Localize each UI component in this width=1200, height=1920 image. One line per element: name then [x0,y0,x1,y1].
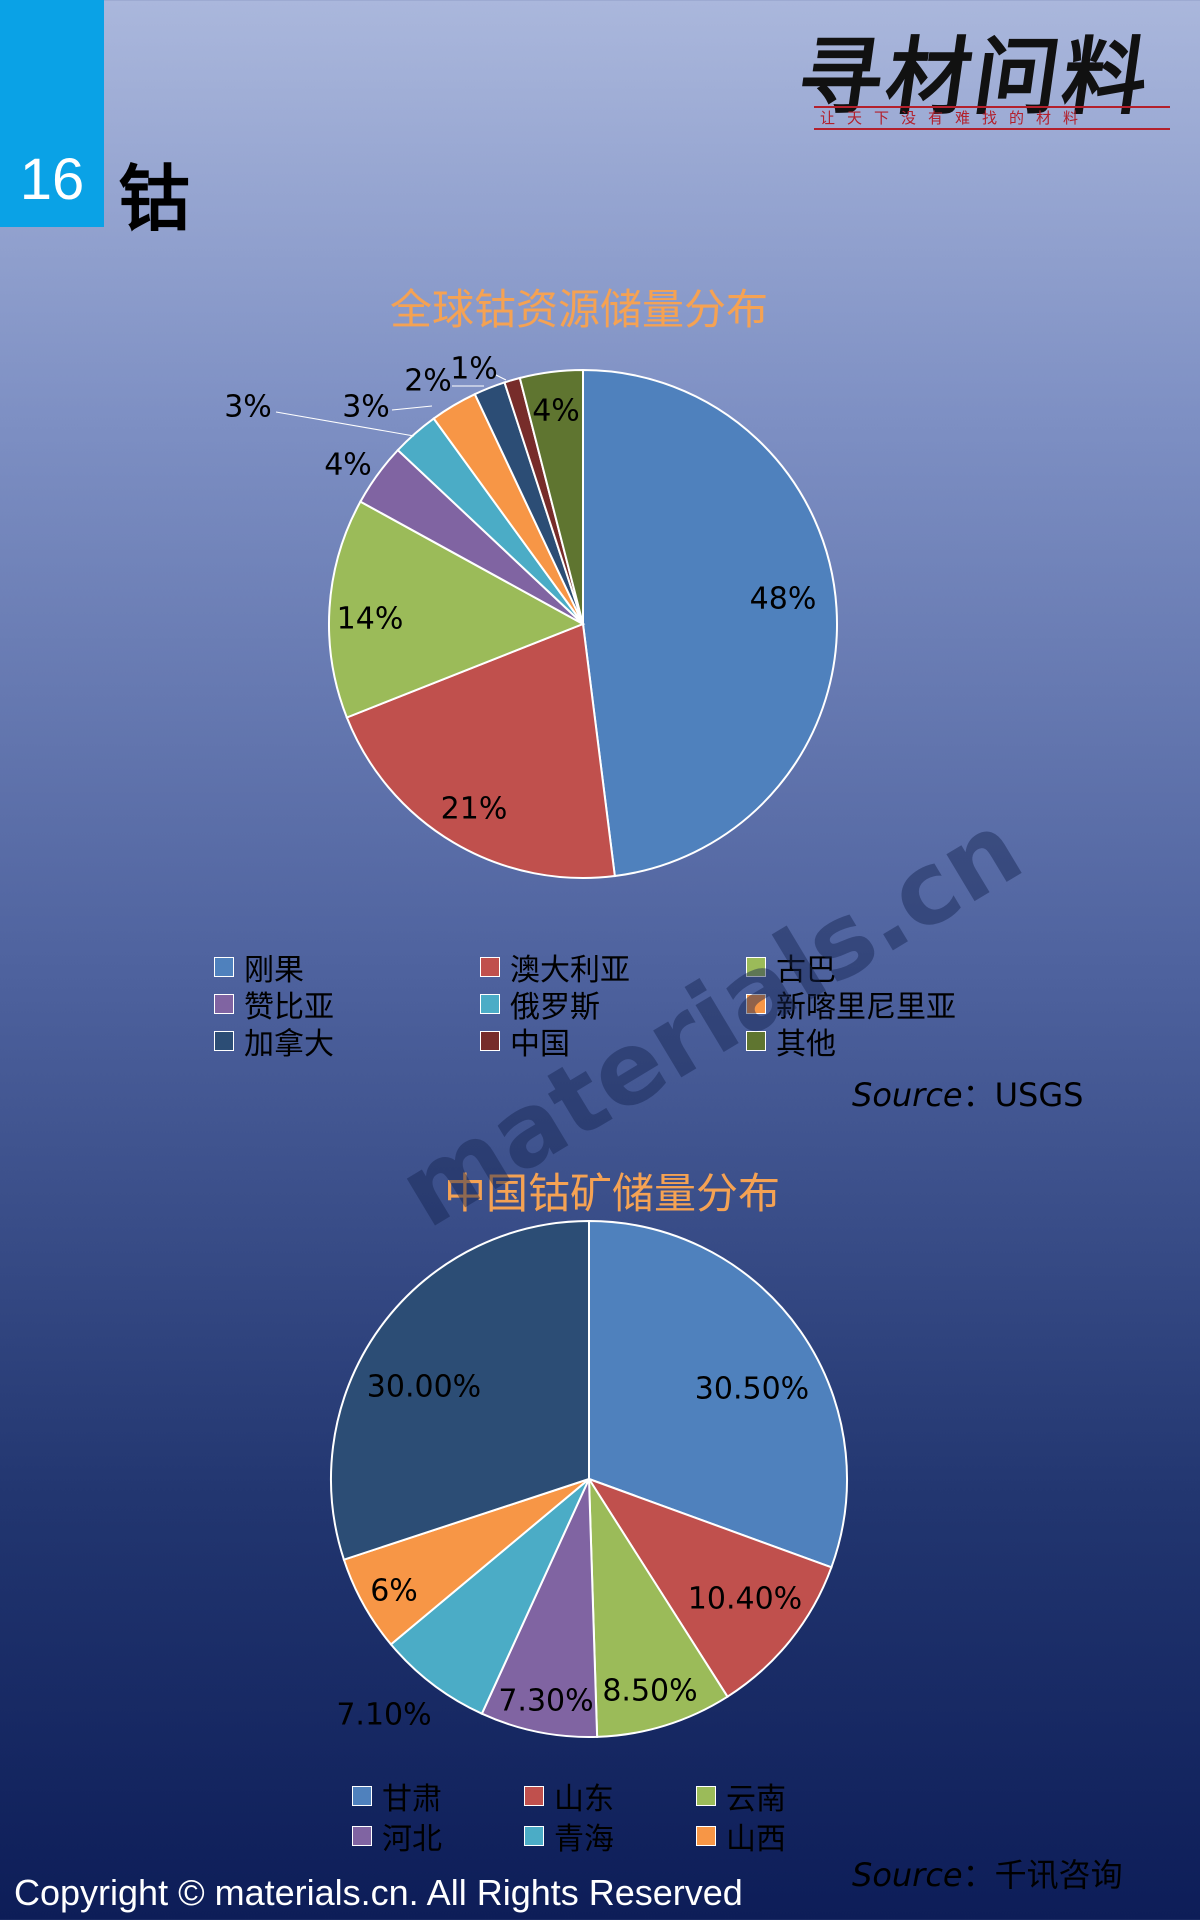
legend-item: 青海 [524,1814,614,1858]
legend-swatch [524,1826,544,1846]
legend-item: 俄罗斯 [480,982,600,1026]
legend-item: 山东 [524,1774,614,1818]
copyright-text: Copyright © materials.cn. All Rights Res… [14,1872,743,1913]
data-label: 21% [441,792,508,827]
pie-slice [588,1219,848,1569]
legend-label: 俄罗斯 [510,990,600,1025]
chart1-title: 全球钴资源储量分布 [390,285,769,334]
data-label: 8.50% [602,1674,697,1709]
data-label: 30.00% [367,1370,481,1405]
data-label: 7.10% [336,1698,431,1733]
legend-label: 河北 [382,1822,442,1857]
pie-slice [328,500,586,719]
legend-swatch [214,1031,234,1051]
legend-swatch [696,1786,716,1806]
leader-line [275,411,415,437]
data-label: 1% [450,352,498,387]
legend-item: 新喀里尼里亚 [746,982,956,1026]
data-label: 30.50% [695,1372,809,1407]
legend-swatch [746,994,766,1014]
element-title: 钴 [118,157,191,241]
legend-item: 加拿大 [214,1019,334,1063]
chart1-source: Source：USGS [852,1070,1083,1116]
data-label: 2% [404,364,452,399]
pie-slice [345,622,616,879]
legend-item: 河北 [352,1814,442,1858]
chart1-source-value: ：USGS [962,1076,1084,1114]
legend-label: 刚果 [244,953,304,988]
legend-item: 甘肃 [352,1774,442,1818]
pie-slice [587,1475,729,1738]
pie-slice [480,1478,599,1738]
legend-item: 云南 [696,1774,786,1818]
chart2-source-label: Source [852,1856,963,1894]
page-number: 16 [19,147,85,212]
legend-label: 甘肃 [382,1782,442,1817]
pie-slice [389,1478,590,1716]
legend-label: 山西 [726,1822,786,1857]
data-label: 7.30% [498,1684,593,1719]
pie-slice [582,368,838,878]
legend-swatch [480,1031,500,1051]
legend-label: 赞比亚 [244,990,334,1025]
legend-swatch [746,1031,766,1051]
legend-label: 中国 [510,1027,570,1062]
legend-label: 新喀里尼里亚 [776,990,956,1025]
legend-swatch [352,1786,372,1806]
legend-swatch [214,957,234,977]
legend-swatch [480,994,500,1014]
data-label: 14% [337,602,404,637]
legend-label: 青海 [554,1822,614,1857]
legend-swatch [352,1826,372,1846]
chart2-source-value: ：千讯咨询 [962,1856,1123,1894]
page-number-badge: 16 [0,0,104,227]
legend-label: 加拿大 [244,1027,334,1062]
legend-label: 其他 [776,1027,836,1062]
legend-item: 刚果 [214,945,304,989]
legend-item: 澳大利亚 [480,945,630,989]
data-label: 3% [342,390,390,425]
legend-swatch [214,994,234,1014]
chart2-source: Source：千讯咨询 [852,1850,1123,1896]
legend-swatch [696,1826,716,1846]
data-label: 4% [324,448,372,483]
leader-line [493,373,507,381]
legend-item: 山西 [696,1814,786,1858]
pie-slice [518,368,584,625]
legend-label: 古巴 [776,953,836,988]
legend-label: 山东 [554,1782,614,1817]
data-label: 6% [370,1574,418,1609]
legend-item: 赞比亚 [214,982,334,1026]
data-label: 10.40% [688,1582,802,1617]
logo-tagline: 让天下没有难找的材料 [814,106,1170,130]
legend-swatch [480,957,500,977]
legend-item: 古巴 [746,945,836,989]
legend-item: 中国 [480,1019,570,1063]
chart2-title: 中国钴矿储量分布 [444,1169,781,1218]
pie-slice [330,1219,590,1561]
legend-swatch [746,957,766,977]
legend-label: 澳大利亚 [510,953,630,988]
legend-item: 其他 [746,1019,836,1063]
data-label: 48% [750,582,817,617]
chart1-source-label: Source [852,1076,963,1114]
leader-line [391,405,433,411]
brand-logo: 寻材问料 让天下没有难找的材料 [792,10,1194,140]
data-label: 4% [532,394,580,429]
data-label: 3% [224,390,272,425]
pie-slice [586,1477,833,1699]
legend-swatch [524,1786,544,1806]
legend-label: 云南 [726,1782,786,1817]
